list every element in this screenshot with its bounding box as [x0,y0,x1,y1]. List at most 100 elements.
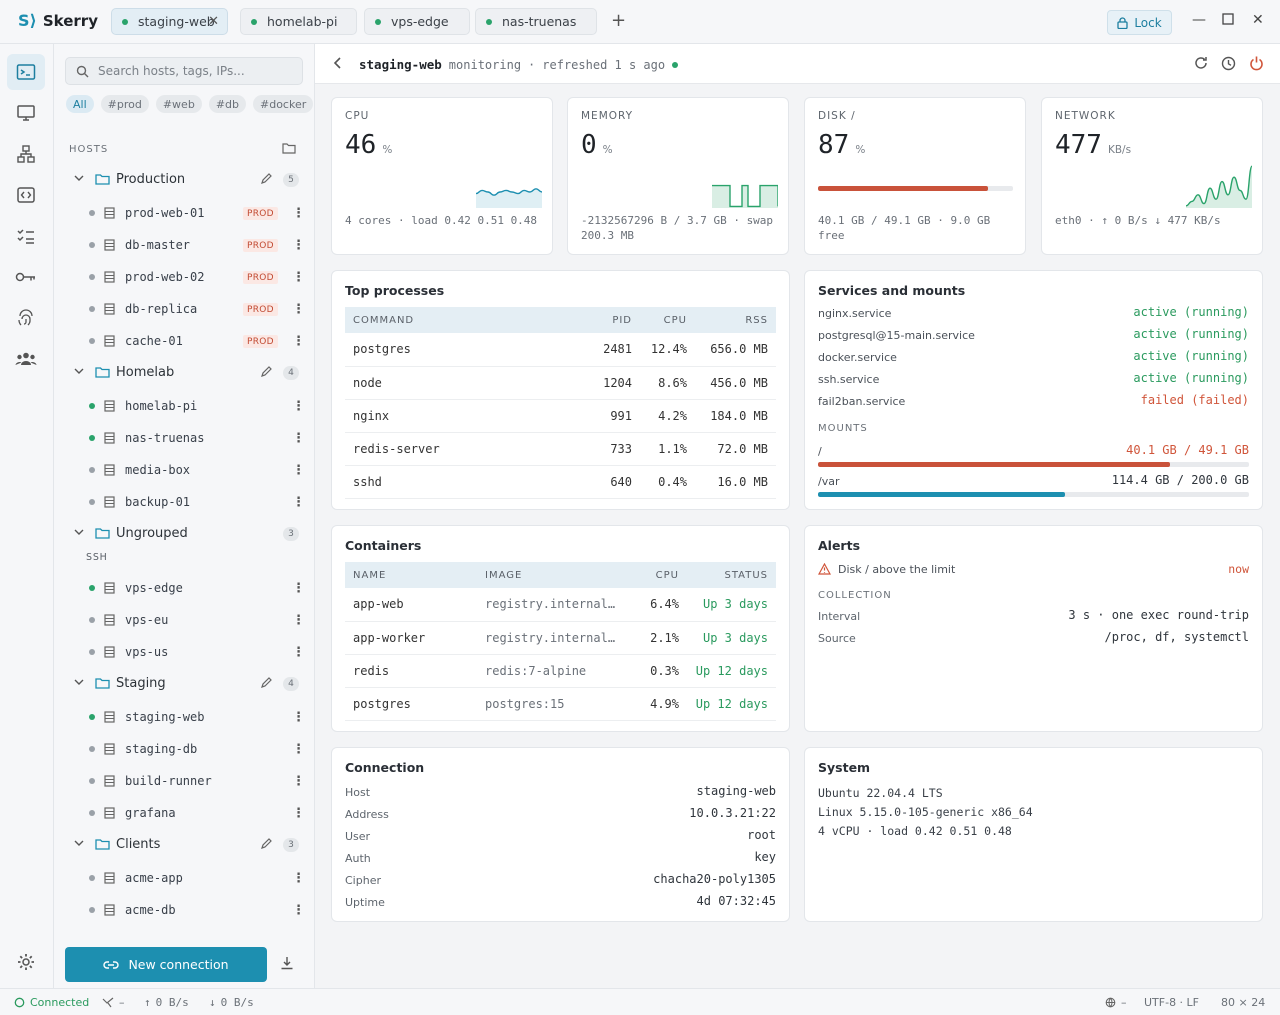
kebab-menu-icon[interactable]: ⋮ [292,302,305,317]
group-homelab[interactable]: Homelab 4 [54,358,315,388]
pencil-edit-icon[interactable] [260,173,272,185]
kebab-menu-icon[interactable]: ⋮ [292,645,305,660]
chevron-down-icon[interactable] [74,528,84,536]
tab-nas-truenas[interactable]: nas-truenas [475,8,597,35]
service-status: active (running) [1133,349,1249,363]
kebab-menu-icon[interactable]: ⋮ [292,431,305,446]
network-map-nav-button[interactable] [7,136,45,172]
chip-db[interactable]: #db [208,95,246,113]
table-row[interactable]: node 1204 8.6% 456.0 MB [345,366,776,400]
group-ungrouped[interactable]: Ungrouped 3 [54,519,315,549]
kebab-menu-icon[interactable]: ⋮ [292,399,305,414]
host-item-prod-web-02[interactable]: prod-web-02 PROD ⋮ [54,262,315,292]
host-item-vps-us[interactable]: vps-us ⋮ [54,637,315,667]
table-row[interactable]: redis-server 733 1.1% 72.0 MB [345,432,776,466]
minimize-icon[interactable]: — [1192,12,1206,28]
table-row[interactable]: redis redis:7-alpine 0.3% Up 12 days [345,654,776,688]
tab-staging-web[interactable]: staging-web ✕ [111,8,228,35]
host-item-acme-db[interactable]: acme-db ⋮ [54,895,315,925]
chevron-down-icon[interactable] [74,174,84,182]
code-nav-button[interactable] [7,177,45,213]
pencil-edit-icon[interactable] [260,366,272,378]
kebab-menu-icon[interactable]: ⋮ [292,463,305,478]
search-input[interactable] [98,64,298,78]
group-production[interactable]: Production 5 [54,165,315,195]
group-staging[interactable]: Staging 4 [54,669,315,699]
chevron-down-icon[interactable] [74,839,84,847]
chip-all[interactable]: All [66,95,94,113]
table-row[interactable]: app-web registry.internal/app-web:latest… [345,588,776,622]
history-clock-icon[interactable] [1221,56,1236,71]
table-row[interactable]: postgres 2481 12.4% 656.0 MB [345,333,776,367]
maximize-icon[interactable] [1222,13,1234,25]
host-item-build-runner[interactable]: build-runner ⋮ [54,766,315,796]
tab-vps-edge[interactable]: vps-edge [364,8,470,35]
chip-docker[interactable]: #docker [253,95,314,113]
kebab-menu-icon[interactable]: ⋮ [292,206,305,221]
host-name: acme-app [125,871,183,885]
host-item-db-master[interactable]: db-master PROD ⋮ [54,230,315,260]
host-item-staging-db[interactable]: staging-db ⋮ [54,734,315,764]
keys-nav-button[interactable] [7,259,45,295]
host-item-backup-01[interactable]: backup-01 ⋮ [54,487,315,517]
sparkline-area [712,185,778,208]
encoding-label[interactable]: UTF-8 · LF [1144,996,1200,1009]
import-download-icon[interactable] [280,956,294,970]
table-row[interactable]: nginx 991 4.2% 184.0 MB [345,399,776,433]
host-item-db-replica[interactable]: db-replica PROD ⋮ [54,294,315,324]
table-row[interactable]: app-worker registry.internal/app-worker:… [345,621,776,655]
new-connection-button[interactable]: New connection [65,947,267,982]
proxy-status[interactable]: – [1105,996,1127,1009]
table-row[interactable]: sshd 640 0.4% 16.0 MB [345,465,776,499]
host-item-grafana[interactable]: grafana ⋮ [54,798,315,828]
new-tab-plus-icon[interactable]: + [611,10,627,31]
chevron-down-icon[interactable] [74,678,84,686]
terminal-nav-button[interactable] [7,54,45,90]
team-nav-button[interactable] [7,341,45,377]
close-icon[interactable]: ✕ [208,14,219,29]
monitor-nav-button[interactable] [7,95,45,131]
host-item-media-box[interactable]: media-box ⋮ [54,455,315,485]
tab-homelab-pi[interactable]: homelab-pi [240,8,357,35]
refresh-icon[interactable] [1194,56,1208,70]
kebab-menu-icon[interactable]: ⋮ [292,238,305,253]
port-forward-status[interactable]: – [102,996,125,1009]
host-item-homelab-pi[interactable]: homelab-pi ⋮ [54,391,315,421]
kebab-menu-icon[interactable]: ⋮ [292,806,305,821]
kebab-menu-icon[interactable]: ⋮ [292,495,305,510]
tasks-nav-button[interactable] [7,218,45,254]
settings-nav-button[interactable] [7,944,45,980]
back-chevron-icon[interactable] [333,57,343,69]
kebab-menu-icon[interactable]: ⋮ [292,742,305,757]
folder-icon [95,367,110,378]
cpu-value-row: 46% [345,130,392,160]
host-item-staging-web[interactable]: staging-web ⋮ [54,702,315,732]
kebab-menu-icon[interactable]: ⋮ [292,334,305,349]
chip-web[interactable]: #web [155,95,202,113]
power-disconnect-icon[interactable] [1249,55,1264,71]
kebab-menu-icon[interactable]: ⋮ [292,903,305,918]
fingerprint-icon [18,309,33,326]
host-item-prod-web-01[interactable]: prod-web-01 PROD ⋮ [54,198,315,228]
kebab-menu-icon[interactable]: ⋮ [292,581,305,596]
kebab-menu-icon[interactable]: ⋮ [292,774,305,789]
host-item-acme-app[interactable]: acme-app ⋮ [54,863,315,893]
kebab-menu-icon[interactable]: ⋮ [292,270,305,285]
kebab-menu-icon[interactable]: ⋮ [292,710,305,725]
new-folder-icon[interactable] [282,142,296,154]
chevron-down-icon[interactable] [74,367,84,375]
close-window-icon[interactable]: ✕ [1252,12,1264,28]
kebab-menu-icon[interactable]: ⋮ [292,613,305,628]
host-item-vps-eu[interactable]: vps-eu ⋮ [54,605,315,635]
table-row[interactable]: postgres postgres:15 4.9% Up 12 days [345,687,776,721]
pencil-edit-icon[interactable] [260,838,272,850]
host-item-cache-01[interactable]: cache-01 PROD ⋮ [54,326,315,356]
fingerprint-nav-button[interactable] [7,300,45,336]
pencil-edit-icon[interactable] [260,677,272,689]
lock-button[interactable]: Lock [1107,10,1172,35]
group-clients[interactable]: Clients 3 [54,830,315,860]
host-item-nas-truenas[interactable]: nas-truenas ⋮ [54,423,315,453]
chip-prod[interactable]: #prod [100,95,149,113]
host-item-vps-edge[interactable]: vps-edge ⋮ [54,573,315,603]
kebab-menu-icon[interactable]: ⋮ [292,871,305,886]
